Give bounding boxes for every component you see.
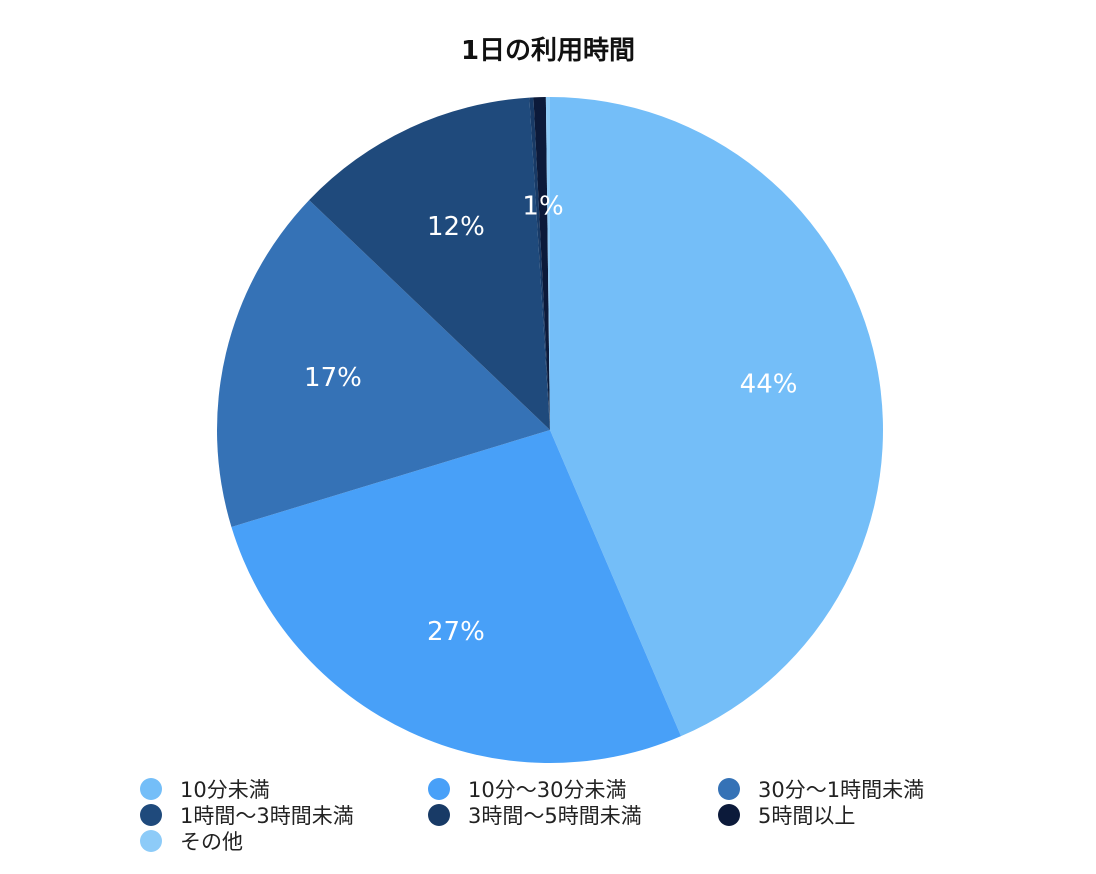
legend-label: 1時間〜3時間未満	[180, 804, 354, 828]
legend-swatch	[718, 804, 740, 826]
slice-data-label: 1%	[522, 191, 563, 221]
legend-swatch	[140, 778, 162, 800]
legend-item: 10分〜30分未満	[428, 777, 718, 802]
legend-label: その他	[180, 830, 243, 854]
legend-swatch	[140, 804, 162, 826]
legend-label: 3時間〜5時間未満	[468, 804, 642, 828]
legend-item: 5時間以上	[718, 803, 1000, 828]
legend-swatch	[718, 778, 740, 800]
legend-item: 3時間〜5時間未満	[428, 803, 718, 828]
legend-swatch	[428, 804, 450, 826]
slice-data-label: 44%	[740, 370, 798, 400]
pie-slice	[550, 97, 884, 737]
legend-swatch	[428, 778, 450, 800]
pie-slice	[217, 200, 550, 527]
chart-title: 1日の利用時間	[460, 36, 636, 66]
slice-data-label: 27%	[427, 617, 485, 647]
pie-slices	[217, 97, 884, 763]
pie-slice	[529, 97, 550, 431]
legend: 10分未満 10分〜30分未満 30分〜1時間未満 1時間〜3時間未満 3時間〜5時間未…	[140, 777, 1000, 854]
slice-data-label: 17%	[304, 363, 362, 393]
pie-slice	[545, 97, 550, 430]
legend-item: 30分〜1時間未満	[718, 777, 1000, 802]
slice-data-label: 12%	[427, 212, 485, 242]
pie-slice	[533, 97, 550, 431]
legend-label: 10分未満	[180, 778, 270, 802]
pie-labels: 44% 27% 17% 12% 1%	[304, 191, 797, 646]
legend-item: 1時間〜3時間未満	[140, 803, 428, 828]
pie-slice	[309, 97, 550, 430]
pie-slice	[231, 430, 682, 763]
legend-item: その他	[140, 829, 428, 854]
legend-label: 5時間以上	[758, 804, 856, 828]
legend-label: 30分〜1時間未満	[758, 778, 925, 802]
legend-item: 10分未満	[140, 777, 428, 802]
legend-label: 10分〜30分未満	[468, 778, 627, 802]
legend-swatch	[140, 830, 162, 852]
